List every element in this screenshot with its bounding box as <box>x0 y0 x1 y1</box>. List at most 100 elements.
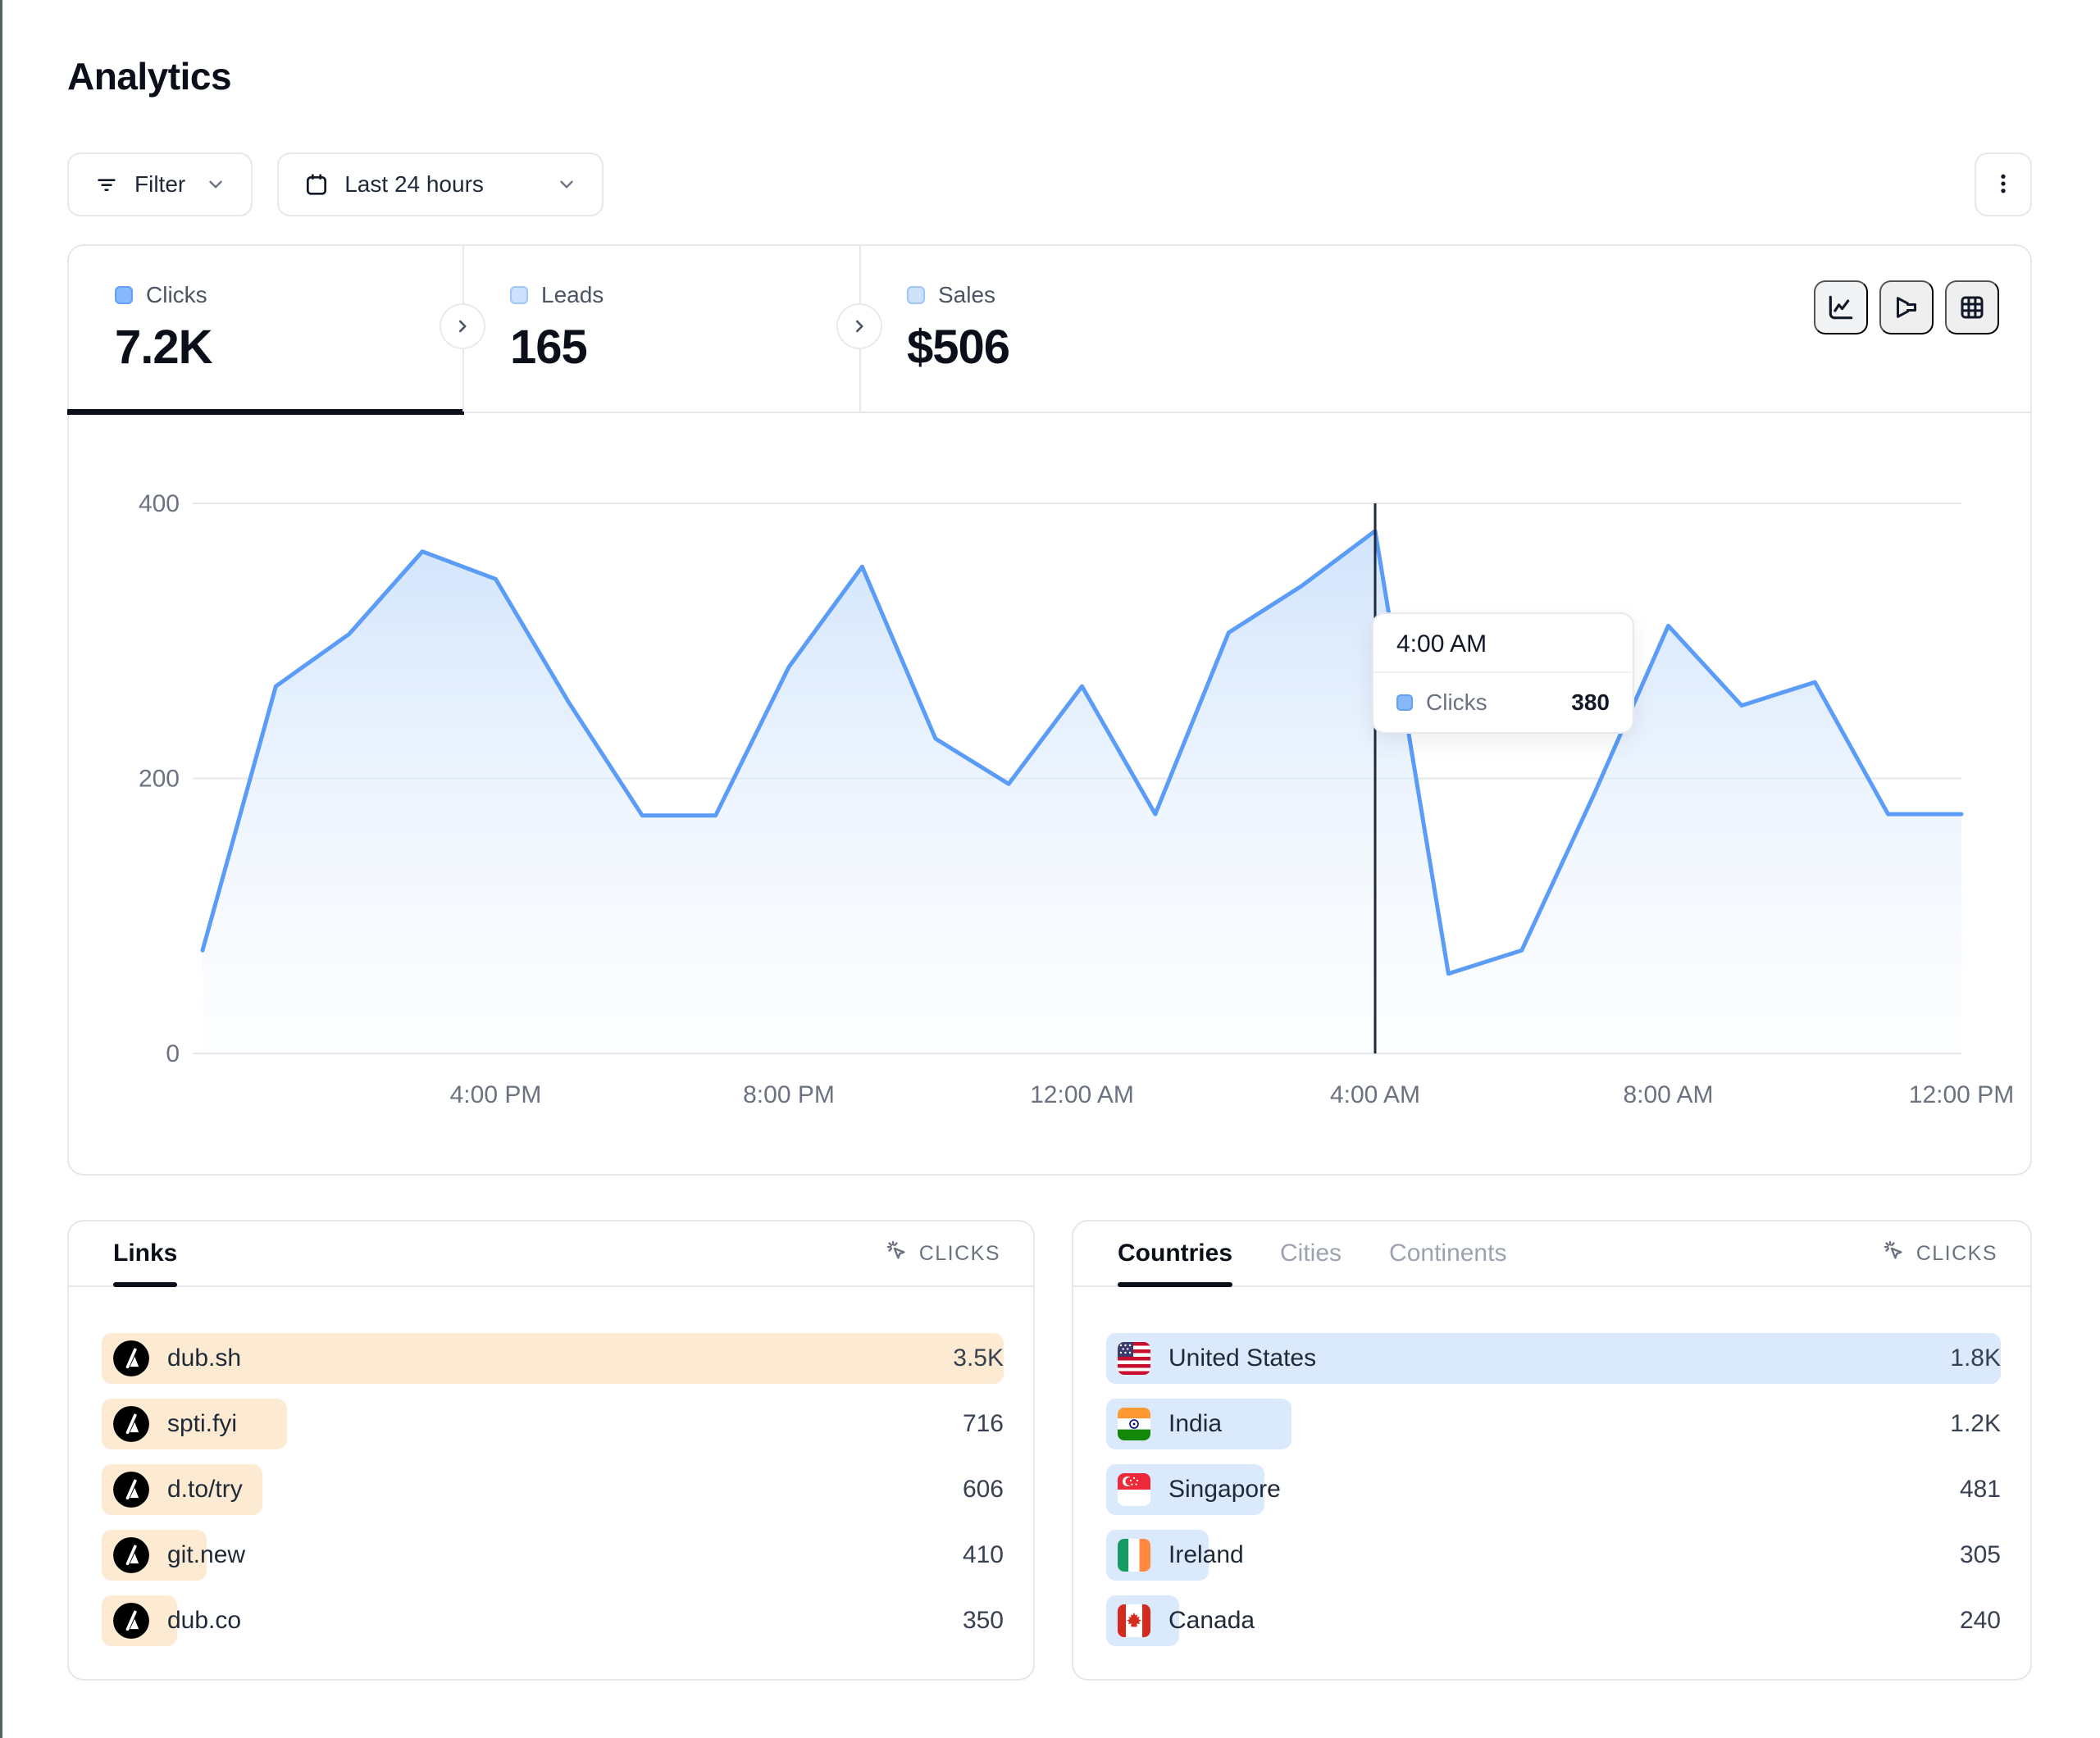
kebab-menu-icon <box>1991 170 2016 200</box>
sales-value: $506 <box>907 321 1010 374</box>
dub-favicon <box>113 1472 149 1508</box>
link-row[interactable]: d.to/try 606 <box>102 1464 1004 1515</box>
pointer-click-icon <box>885 1239 909 1269</box>
clicks-value: 7.2K <box>115 321 213 374</box>
clicks-legend-square <box>115 286 133 304</box>
filter-icon <box>93 171 120 198</box>
line-chart-icon <box>1829 295 1853 320</box>
country-row-value: 240 <box>1959 1607 2001 1634</box>
tab-leads[interactable]: Leads 165 <box>462 246 859 412</box>
line-chart-view-button[interactable] <box>1814 280 1868 334</box>
country-row-value: 481 <box>1959 1476 2001 1503</box>
expand-leads-chevron-button[interactable] <box>836 303 882 349</box>
clicks-area-chart[interactable]: 0 200 400 4:00 PM 8:00 PM 12:00 AM 4:00 AM 8:00… <box>69 413 2030 1174</box>
dub-favicon <box>113 1603 149 1639</box>
svg-text:4:00 AM: 4:00 AM <box>1330 1081 1420 1108</box>
link-row-value: 350 <box>962 1607 1004 1634</box>
svg-text:400: 400 <box>139 490 180 517</box>
link-row[interactable]: dub.sh 3.5K <box>102 1333 1004 1384</box>
in-flag-icon <box>1118 1408 1150 1440</box>
sales-tab-label: Sales <box>938 282 996 307</box>
tab-sales[interactable]: Sales $506 <box>859 246 1256 412</box>
expand-clicks-chevron-button[interactable] <box>440 303 485 349</box>
link-row[interactable]: dub.co 350 <box>102 1595 1004 1646</box>
svg-text:12:00 PM: 12:00 PM <box>1909 1081 2014 1108</box>
links-metric-label: CLICKS <box>918 1241 1000 1265</box>
pointer-click-icon <box>1882 1239 1906 1269</box>
country-row-label: Singapore <box>1168 1476 1281 1503</box>
toolbar: Filter Last 24 hours <box>67 152 2032 216</box>
country-row[interactable]: Singapore 481 <box>1106 1464 2001 1515</box>
ie-flag-icon <box>1118 1539 1150 1572</box>
links-rows: dub.sh 3.5K spti.fyi 716 d.to/try 606 git.new 4… <box>69 1287 1033 1646</box>
geo-panel-header: Countries Cities Continents CLICKS <box>1073 1222 2030 1287</box>
country-row-value: 1.2K <box>1950 1410 2001 1437</box>
country-row[interactable]: Ireland 305 <box>1106 1530 2001 1581</box>
leads-tab-label: Leads <box>541 282 604 307</box>
tab-links[interactable]: Links <box>113 1222 178 1287</box>
country-row-label: Canada <box>1168 1607 1255 1634</box>
svg-text:8:00 PM: 8:00 PM <box>743 1081 835 1108</box>
sg-flag-icon <box>1118 1473 1150 1506</box>
link-row-bar <box>102 1333 1004 1384</box>
link-row[interactable]: spti.fyi 716 <box>102 1399 1004 1449</box>
leaderboard-panels: Links CLICKS dub.sh 3.5K spti.fyi 716 d.to/t… <box>67 1220 2032 1681</box>
more-options-button[interactable] <box>1975 152 2032 216</box>
links-panel-header: Links CLICKS <box>69 1222 1033 1287</box>
tab-continents[interactable]: Continents <box>1389 1240 1507 1267</box>
link-row-label: dub.co <box>167 1607 242 1634</box>
country-row-label: United States <box>1168 1344 1317 1372</box>
link-row-label: dub.sh <box>167 1344 242 1372</box>
links-panel: Links CLICKS dub.sh 3.5K spti.fyi 716 d.to/t… <box>67 1220 1035 1681</box>
svg-text:8:00 AM: 8:00 AM <box>1623 1081 1713 1108</box>
chevron-down-icon <box>205 174 226 195</box>
tab-cities[interactable]: Cities <box>1280 1240 1342 1267</box>
chevron-down-icon <box>556 174 577 195</box>
table-view-button[interactable] <box>1945 280 1999 334</box>
country-row[interactable]: India 1.2K <box>1106 1399 2001 1449</box>
dub-favicon <box>113 1537 149 1573</box>
link-row-value: 3.5K <box>953 1344 1004 1372</box>
chart-tooltip: 4:00 AM Clicks 380 <box>1372 612 1634 734</box>
svg-text:12:00 AM: 12:00 AM <box>1030 1081 1134 1108</box>
active-tab-underline <box>67 409 464 415</box>
funnel-chart-view-button[interactable] <box>1879 280 1934 334</box>
links-metric-selector[interactable]: CLICKS <box>885 1222 1000 1285</box>
leads-legend-square <box>510 286 528 304</box>
filter-button-label: Filter <box>134 171 186 197</box>
country-row[interactable]: Canada 240 <box>1106 1595 2001 1646</box>
sales-legend-square <box>907 286 925 304</box>
date-range-button[interactable]: Last 24 hours <box>277 152 604 216</box>
window-edge-strip <box>0 0 2 1738</box>
country-row-bar <box>1106 1333 2001 1384</box>
tab-clicks[interactable]: Clicks 7.2K <box>67 246 464 415</box>
geo-panel: Countries Cities Continents CLICKS <box>1072 1220 2032 1681</box>
leads-value: 165 <box>510 321 588 374</box>
date-range-label: Last 24 hours <box>344 171 484 197</box>
country-row[interactable]: United States 1.8K <box>1106 1333 2001 1384</box>
country-row-label: India <box>1168 1410 1223 1437</box>
link-row[interactable]: git.new 410 <box>102 1530 1004 1581</box>
geo-metric-selector[interactable]: CLICKS <box>1882 1222 1998 1285</box>
link-row-value: 716 <box>962 1410 1004 1437</box>
geo-rows: United States 1.8K India 1.2K Singapore 481 Ir… <box>1073 1287 2030 1646</box>
link-row-value: 606 <box>962 1476 1004 1503</box>
svg-text:200: 200 <box>139 766 180 793</box>
filter-button[interactable]: Filter <box>67 152 253 216</box>
tooltip-legend-square <box>1396 694 1413 711</box>
svg-text:4:00 PM: 4:00 PM <box>450 1081 542 1108</box>
stats-tabs: Clicks 7.2K Leads 165 Sales $506 <box>67 246 2030 415</box>
tab-countries[interactable]: Countries <box>1118 1222 1233 1287</box>
country-row-value: 1.8K <box>1950 1344 2001 1372</box>
country-row-label: Ireland <box>1168 1541 1244 1568</box>
geo-metric-label: CLICKS <box>1916 1241 1998 1265</box>
ca-flag-icon <box>1118 1604 1150 1637</box>
analytics-card: Clicks 7.2K Leads 165 Sales $506 <box>67 244 2032 1176</box>
tooltip-time: 4:00 AM <box>1373 614 1633 673</box>
tooltip-value: 380 <box>1571 689 1610 715</box>
clicks-tab-label: Clicks <box>146 282 207 307</box>
svg-text:0: 0 <box>166 1040 180 1067</box>
table-grid-icon <box>1961 296 1984 319</box>
tooltip-series-label: Clicks <box>1426 689 1487 715</box>
